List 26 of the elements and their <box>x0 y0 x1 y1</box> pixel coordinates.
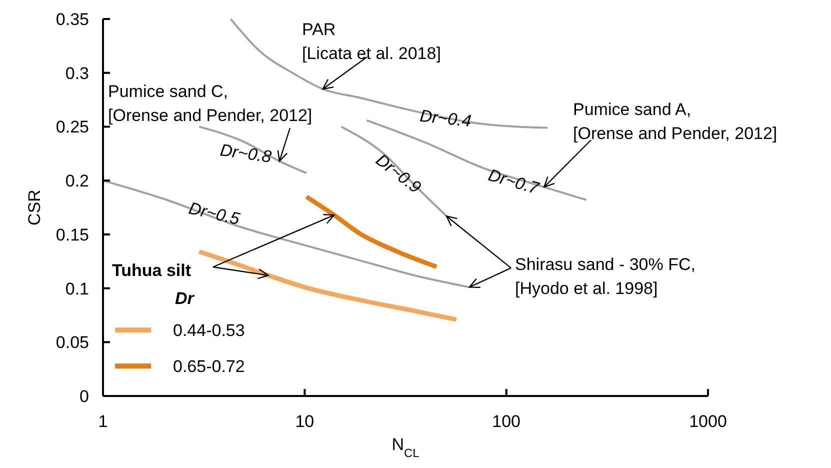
x-tick-label: 1000 <box>689 412 727 431</box>
annotation: Dr~0.5 <box>187 198 242 229</box>
annotation: Dr~0.4 <box>418 106 472 131</box>
annotation: Shirasu sand - 30% FC, [Hyodo et al. 1998] <box>515 255 696 298</box>
y-tick-label: 0.15 <box>56 225 89 244</box>
y-tick-label: 0.05 <box>56 333 89 352</box>
y-tick-label: 0.3 <box>65 64 89 83</box>
x-tick-label: 10 <box>295 412 314 431</box>
legend-label: 0.44-0.53 <box>173 321 245 340</box>
y-tick-label: 0.35 <box>56 10 89 29</box>
x-tick-label: 100 <box>492 412 521 431</box>
annotation: Dr~0.8 <box>218 140 274 167</box>
annotation: Tuhua silt <box>112 261 192 280</box>
legend-label: 0.65-0.72 <box>173 357 245 376</box>
annotation: Pumice sand A, [Orense and Pender, 2012] <box>573 100 778 143</box>
legend-title: Dr <box>175 289 196 308</box>
y-tick-label: 0.1 <box>65 279 89 298</box>
annotation: Pumice sand C, [Orense and Pender, 2012] <box>108 82 312 125</box>
x-axis-title: N$_{CL}$ <box>392 435 420 460</box>
y-tick-label: 0 <box>80 387 89 406</box>
y-tick-label: 0.2 <box>65 172 89 191</box>
y-tick-label: 0.25 <box>56 118 89 137</box>
y-axis-title: CSR <box>25 190 44 226</box>
annotation: PAR [Licata et al. 2018] <box>302 20 441 63</box>
x-tick-label: 1 <box>98 412 108 431</box>
annotation: Dr~0.7 <box>486 165 542 198</box>
